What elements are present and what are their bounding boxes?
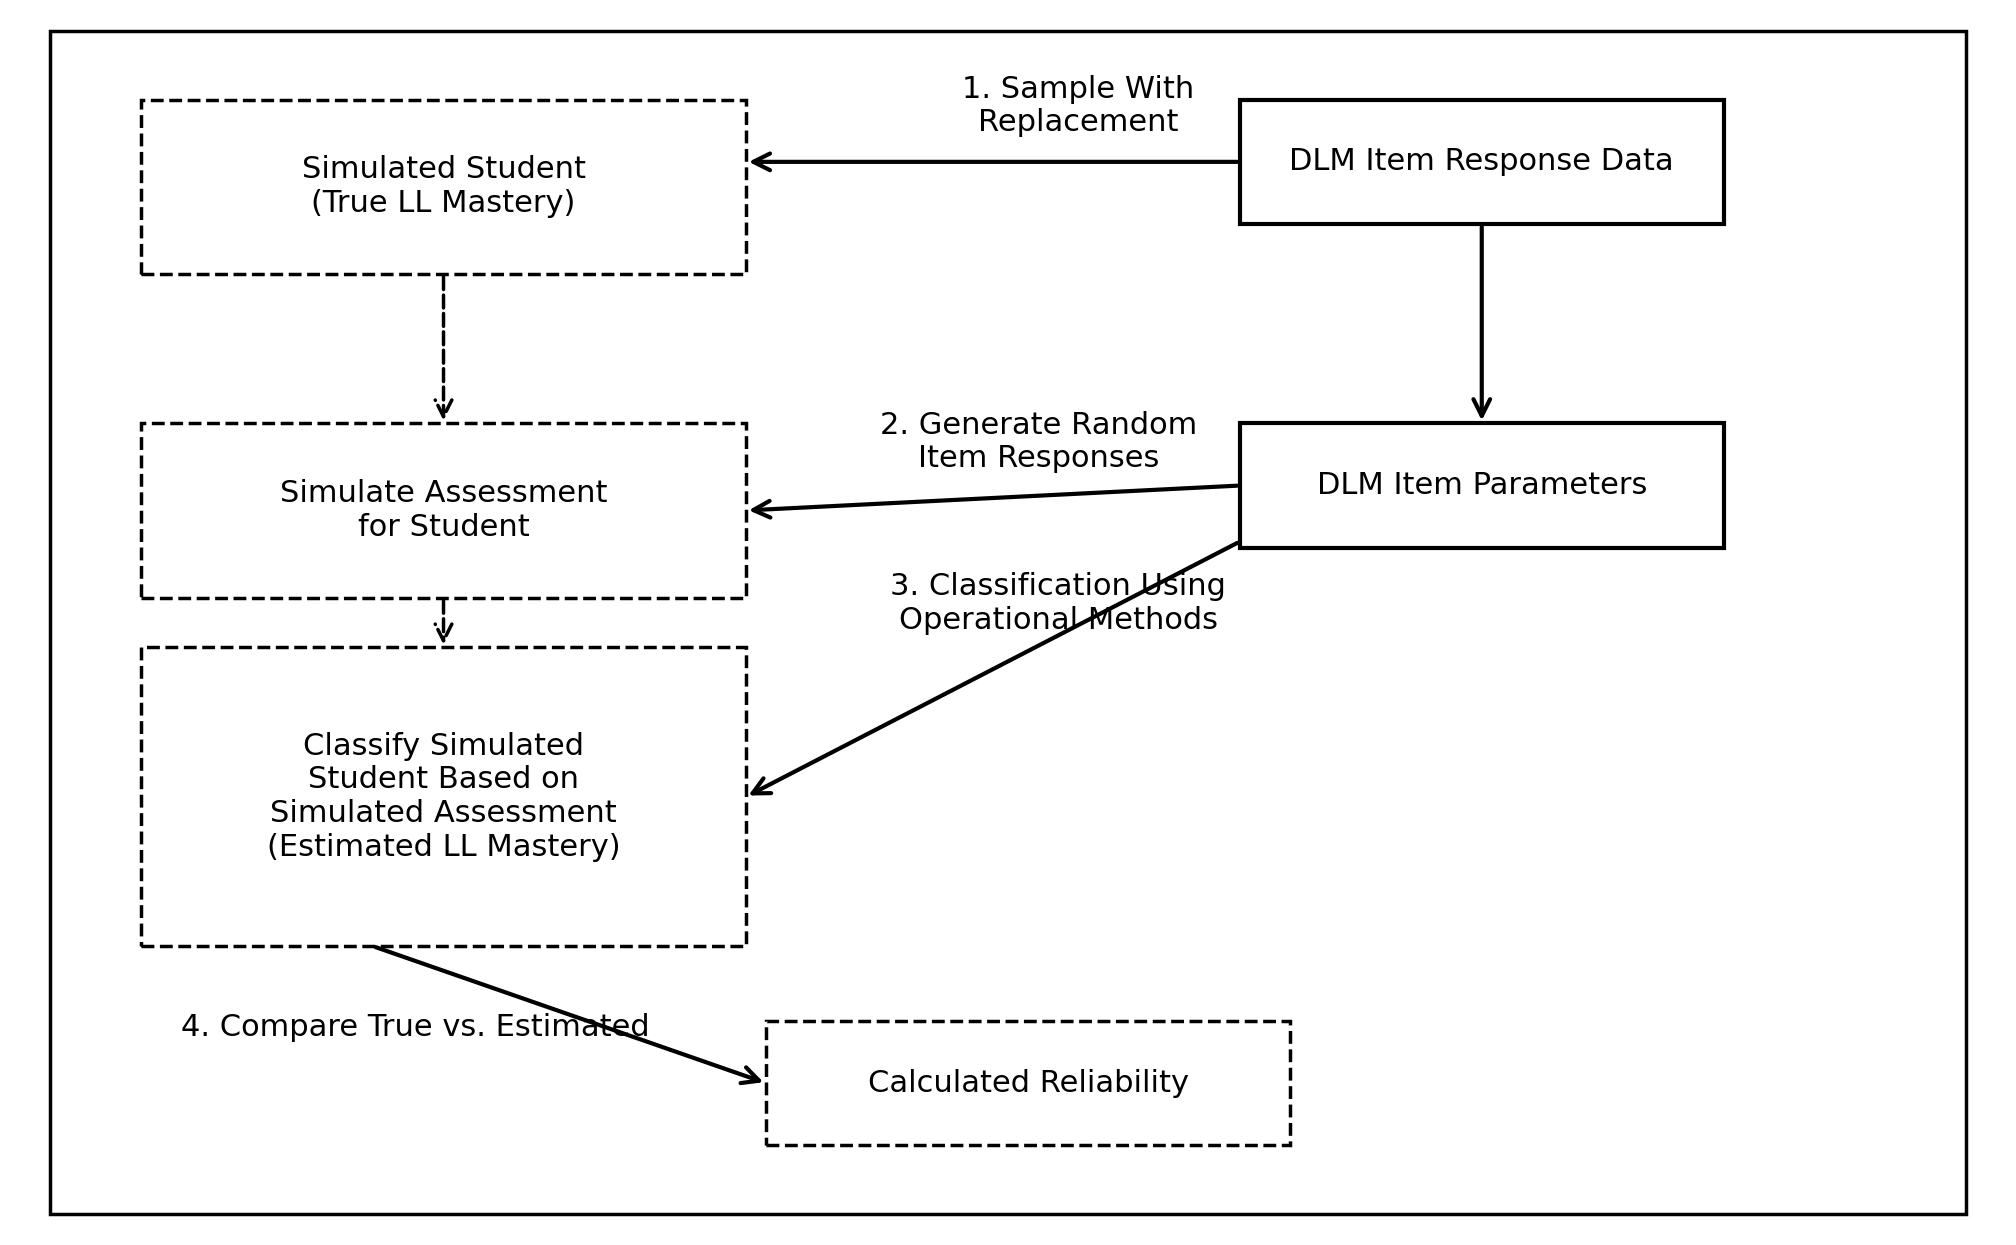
Text: 4. Compare True vs. Estimated: 4. Compare True vs. Estimated	[181, 1012, 649, 1042]
FancyBboxPatch shape	[141, 100, 746, 274]
Text: Calculated Reliability: Calculated Reliability	[867, 1068, 1189, 1098]
Text: DLM Item Response Data: DLM Item Response Data	[1290, 147, 1673, 177]
Text: 2. Generate Random
Item Responses: 2. Generate Random Item Responses	[879, 411, 1198, 473]
FancyBboxPatch shape	[1240, 100, 1724, 224]
Text: Classify Simulated
Student Based on
Simulated Assessment
(Estimated LL Mastery): Classify Simulated Student Based on Simu…	[266, 732, 621, 862]
FancyBboxPatch shape	[50, 31, 1966, 1214]
Text: Simulate Assessment
for Student: Simulate Assessment for Student	[280, 479, 607, 542]
FancyBboxPatch shape	[141, 423, 746, 598]
Text: Simulated Student
(True LL Mastery): Simulated Student (True LL Mastery)	[302, 156, 585, 218]
FancyBboxPatch shape	[766, 1021, 1290, 1145]
Text: 3. Classification Using
Operational Methods: 3. Classification Using Operational Meth…	[891, 573, 1226, 635]
Text: DLM Item Parameters: DLM Item Parameters	[1316, 471, 1647, 500]
Text: 1. Sample With
Replacement: 1. Sample With Replacement	[962, 75, 1195, 137]
FancyBboxPatch shape	[141, 647, 746, 946]
FancyBboxPatch shape	[1240, 423, 1724, 548]
